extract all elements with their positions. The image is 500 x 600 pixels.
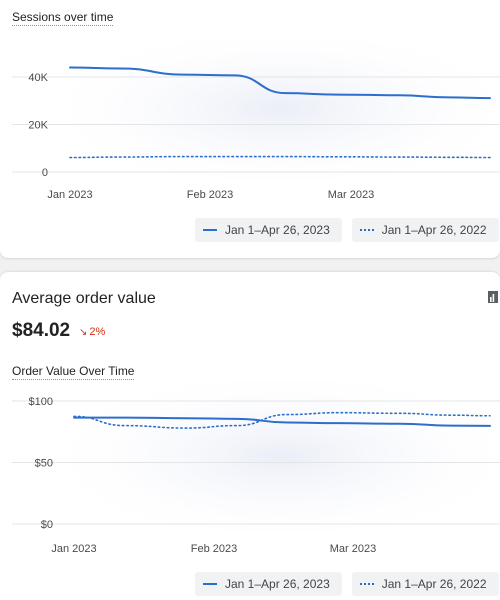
order-value-chart-title[interactable]: Order Value Over Time: [12, 364, 135, 380]
solid-line-swatch: [203, 583, 217, 585]
sessions-line-chart: 0 20K 40K Jan 2023 Feb 2023 Mar 2023: [12, 38, 500, 201]
y-tick-label: $50: [35, 458, 53, 470]
sessions-legend: Jan 1–Apr 26, 2023 Jan 1–Apr 26, 2022: [195, 218, 499, 242]
arrow-down-right-icon: ↘: [79, 326, 88, 338]
sessions-card: Sessions over time 0 20K 40K Jan 2023 Feb 20…: [0, 0, 500, 258]
order-value-legend: Jan 1–Apr 26, 2023 Jan 1–Apr 26, 2022: [195, 572, 499, 596]
series-line-previous[interactable]: [73, 411, 491, 429]
plot-background: [74, 381, 490, 532]
series-line-previous[interactable]: [69, 155, 491, 159]
dotted-line-swatch: [359, 583, 374, 585]
legend-label: Jan 1–Apr 26, 2022: [381, 577, 487, 591]
metric-value: $84.02: [12, 320, 71, 341]
sessions-chart-title[interactable]: Sessions over time: [12, 10, 114, 26]
card-title: Average order value: [12, 290, 156, 307]
series-line-current[interactable]: [69, 66, 491, 100]
x-tick-label: Feb 2023: [191, 543, 237, 555]
y-tick-label: $100: [29, 396, 53, 408]
dotted-line-swatch: [359, 229, 374, 231]
solid-line-swatch: [203, 229, 217, 231]
legend-item-current[interactable]: Jan 1–Apr 26, 2023: [195, 572, 342, 596]
order-value-line-chart: $0 $50 $100 Jan 2023 Feb 2023 Mar 2023: [12, 381, 500, 555]
legend-item-current[interactable]: Jan 1–Apr 26, 2023: [195, 218, 342, 242]
legend-label: Jan 1–Apr 26, 2023: [225, 577, 330, 591]
legend-item-previous[interactable]: Jan 1–Apr 26, 2022: [351, 572, 499, 596]
legend-label: Jan 1–Apr 26, 2022: [381, 223, 487, 237]
y-tick-label: 0: [42, 167, 48, 179]
series-line-current[interactable]: [73, 416, 491, 427]
aov-card: Average order value $84.02 ↘ 2% Order Va…: [0, 272, 500, 600]
change-percent: 2%: [89, 326, 106, 338]
y-tick-label: 40K: [28, 72, 48, 84]
x-tick-label: Jan 2023: [47, 189, 92, 201]
y-tick-label: 20K: [28, 120, 48, 132]
legend-item-previous[interactable]: Jan 1–Apr 26, 2022: [351, 218, 499, 242]
y-tick-label: $0: [41, 519, 53, 531]
change-badge: ↘ 2%: [79, 326, 105, 338]
x-tick-label: Feb 2023: [187, 189, 233, 201]
bar-chart-icon[interactable]: [488, 291, 498, 303]
plot-background: [70, 38, 490, 180]
x-tick-label: Jan 2023: [51, 543, 96, 555]
legend-label: Jan 1–Apr 26, 2023: [225, 223, 330, 237]
x-tick-label: Mar 2023: [330, 543, 376, 555]
x-tick-label: Mar 2023: [328, 189, 374, 201]
